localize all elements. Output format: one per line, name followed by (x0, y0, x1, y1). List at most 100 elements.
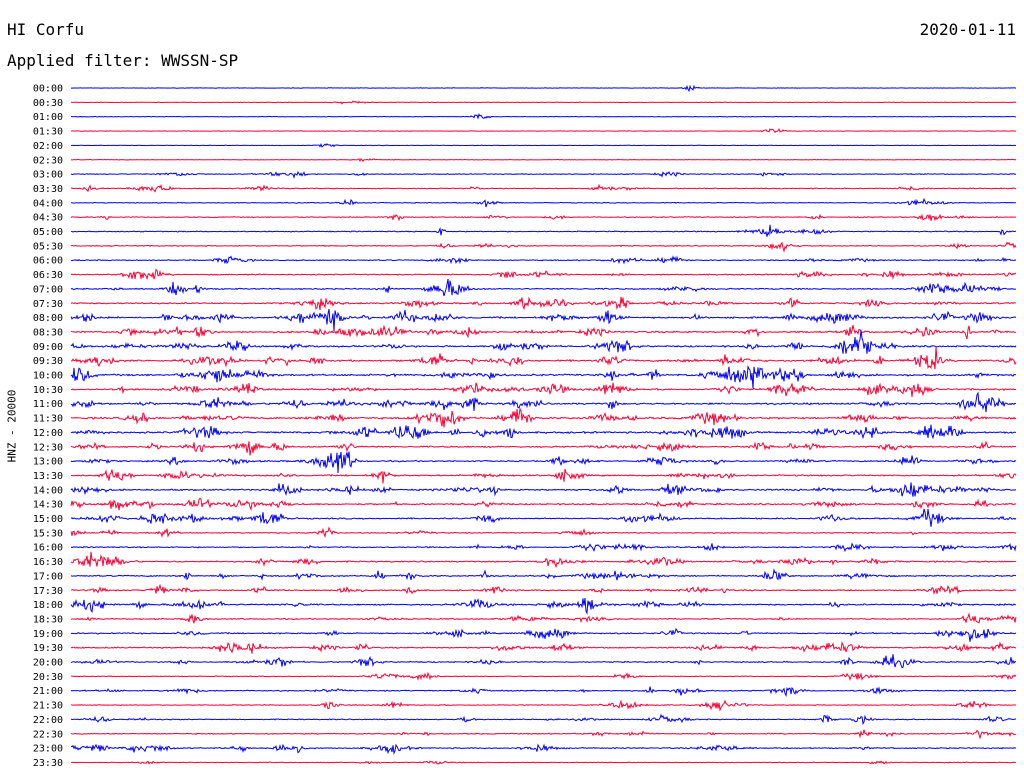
seismic-trace (70, 224, 1017, 237)
tick-label: 05:30 (33, 241, 63, 252)
tick-label: 14:00 (33, 485, 63, 496)
tick-label: 00:30 (33, 98, 63, 109)
seismic-trace (70, 640, 1017, 654)
seismic-trace (70, 278, 1017, 297)
tick-label: 07:30 (33, 299, 63, 310)
tick-label: 10:00 (33, 371, 63, 382)
filter-label: Applied filter: WWSSN-SP (7, 51, 239, 70)
seismic-trace (70, 568, 1017, 581)
tick-label: 10:30 (33, 385, 63, 396)
seismic-trace (70, 424, 1017, 440)
tick-label: 11:30 (33, 414, 63, 425)
tick-label: 00:00 (33, 84, 63, 95)
seismic-trace (70, 440, 1017, 456)
tick-label: 03:00 (33, 170, 63, 181)
tick-label: 11:00 (33, 399, 63, 410)
tick-label: 23:30 (33, 758, 63, 769)
seismic-trace (70, 128, 1017, 134)
tick-label: 17:30 (33, 586, 63, 597)
tick-label: 20:00 (33, 658, 63, 669)
seismic-trace (70, 100, 1017, 105)
tick-label: 12:30 (33, 442, 63, 453)
seismic-trace (70, 84, 1017, 93)
tick-label: 04:30 (33, 213, 63, 224)
seismic-trace (70, 526, 1017, 539)
seismic-trace (71, 671, 1017, 681)
seismic-trace (70, 364, 1017, 389)
seismic-trace (70, 654, 1017, 669)
tick-labels-layer: 00:00 00:30 01:00 01:30 02:00 02:30 03:00 03:30… (33, 84, 63, 769)
date-label: 2020-01-11 (919, 20, 1016, 39)
seismic-trace (70, 713, 1017, 726)
seismic-trace (70, 113, 1017, 120)
tick-label: 08:00 (33, 313, 63, 324)
tick-label: 13:00 (33, 457, 63, 468)
seismic-trace (70, 686, 1017, 698)
seismic-trace (70, 213, 1017, 222)
station-title: HI Corfu (7, 20, 85, 39)
tick-label: 01:00 (33, 112, 63, 123)
traces-layer (70, 84, 1017, 765)
tick-label: 22:00 (33, 715, 63, 726)
tick-label: 09:00 (33, 342, 63, 353)
seismic-trace (70, 482, 1017, 497)
tick-label: 20:30 (33, 672, 63, 683)
seismic-trace (70, 583, 1017, 595)
seismic-trace (70, 451, 1017, 473)
seismic-trace (70, 612, 1017, 624)
seismic-trace (70, 255, 1017, 265)
tick-label: 08:30 (33, 327, 63, 338)
tick-label: 04:00 (33, 198, 63, 209)
seismic-trace (71, 197, 1017, 208)
tick-label: 06:00 (33, 256, 63, 267)
tick-label: 19:00 (33, 629, 63, 640)
seismic-trace (70, 598, 1017, 615)
seismic-trace (70, 542, 1017, 553)
seismic-trace (70, 699, 1017, 712)
tick-label: 23:00 (33, 744, 63, 755)
tick-label: 05:00 (33, 227, 63, 238)
tick-label: 16:00 (33, 543, 63, 554)
tick-label: 15:00 (33, 514, 63, 525)
seismic-trace (70, 346, 1017, 370)
seismic-trace (70, 508, 1017, 527)
seismic-trace (70, 468, 1017, 484)
seismic-trace (70, 296, 1017, 311)
tick-label: 18:30 (33, 614, 63, 625)
tick-label: 13:30 (33, 471, 63, 482)
seismic-trace (70, 551, 1017, 569)
seismic-trace (70, 743, 1017, 756)
tick-label: 03:30 (33, 184, 63, 195)
seismic-trace (70, 391, 1017, 413)
tick-label: 18:00 (33, 600, 63, 611)
seismic-trace (70, 627, 1017, 642)
seismic-trace (70, 324, 1017, 340)
tick-label: 01:30 (33, 127, 63, 138)
seismic-trace (70, 760, 1017, 765)
tick-label: 19:30 (33, 643, 63, 654)
seismic-trace (70, 330, 1017, 354)
tick-label: 09:30 (33, 356, 63, 367)
tick-label: 02:30 (33, 155, 63, 166)
tick-label: 16:30 (33, 557, 63, 568)
seismic-trace (70, 171, 1017, 179)
seismic-trace (70, 407, 1017, 428)
tick-label: 21:00 (33, 686, 63, 697)
tick-label: 07:00 (33, 284, 63, 295)
tick-label: 06:30 (33, 270, 63, 281)
seismic-trace (70, 382, 1017, 398)
seismic-trace (70, 143, 1017, 148)
seismic-trace (70, 183, 1017, 193)
tick-label: 02:00 (33, 141, 63, 152)
tick-label: 14:30 (33, 500, 63, 511)
seismic-trace (70, 729, 1017, 740)
seismic-trace (70, 158, 1017, 163)
tick-label: 15:30 (33, 528, 63, 539)
tick-label: 21:30 (33, 701, 63, 712)
tick-label: 22:30 (33, 729, 63, 740)
seismic-trace (70, 268, 1017, 281)
seismic-trace (70, 308, 1017, 332)
seismic-trace (70, 241, 1017, 253)
tick-label: 12:00 (33, 428, 63, 439)
